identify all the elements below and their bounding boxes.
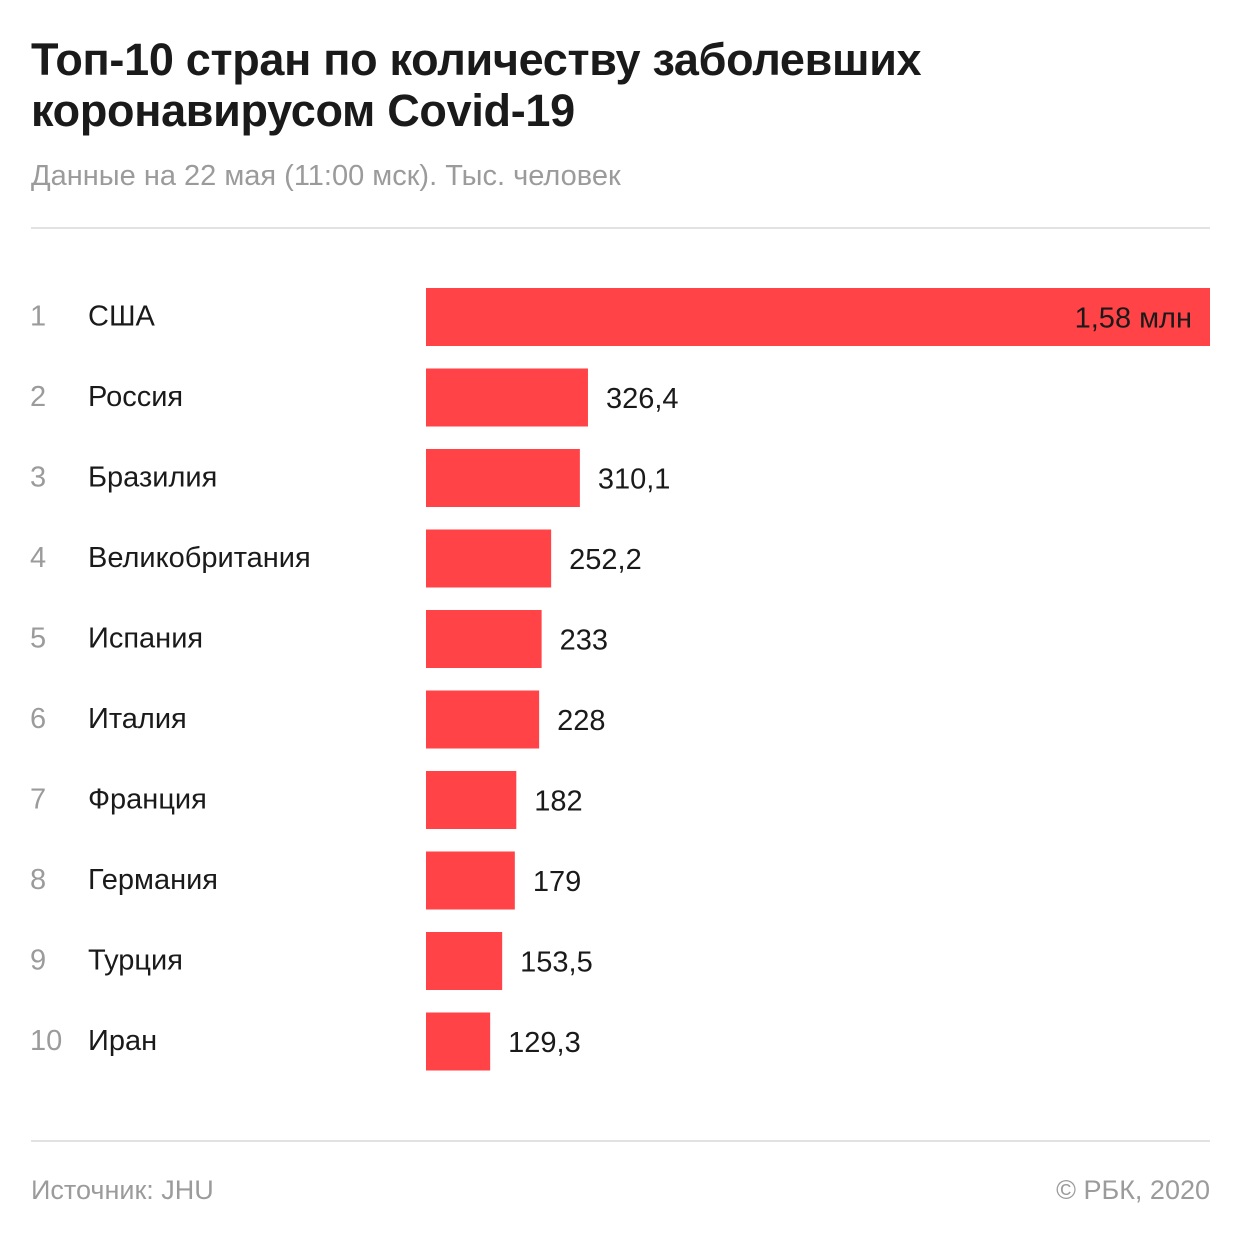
- country-label: Россия: [88, 381, 183, 413]
- rank-label: 3: [30, 462, 46, 494]
- value-label: 182: [534, 786, 582, 818]
- bar: [426, 932, 503, 990]
- source-label: Источник: JHU: [31, 1175, 214, 1205]
- country-label: Бразилия: [88, 462, 217, 494]
- bar: [426, 449, 580, 507]
- rank-label: 6: [30, 703, 46, 735]
- country-label: Франция: [88, 784, 207, 816]
- country-label: США: [88, 301, 156, 333]
- bar: [426, 288, 1210, 346]
- chart-title-line-2: коронавирусом Covid-19: [31, 85, 575, 136]
- bar: [426, 690, 540, 749]
- bottom-divider: [31, 1140, 1210, 1142]
- copyright-label: © РБК, 2020: [1056, 1175, 1210, 1205]
- value-label: 252,2: [569, 544, 642, 576]
- country-label: Италия: [88, 703, 187, 735]
- value-label: 310,1: [598, 464, 671, 496]
- value-label: 233: [560, 625, 608, 657]
- country-label: Великобритания: [88, 542, 311, 574]
- country-label: Германия: [88, 864, 218, 896]
- bar: [426, 529, 552, 588]
- value-label: 326,4: [606, 383, 679, 415]
- value-label: 179: [533, 866, 581, 898]
- rank-label: 2: [30, 381, 46, 413]
- chart-subtitle: Данные на 22 мая (11:00 мск). Тыс. челов…: [31, 160, 621, 192]
- rank-label: 4: [30, 542, 46, 574]
- chart-title: Топ-10 стран по количеству заболевших ко…: [31, 34, 1211, 136]
- chart-title-line-1: Топ-10 стран по количеству заболевших: [31, 34, 922, 85]
- bar: [426, 368, 588, 427]
- country-label: Иран: [88, 1025, 157, 1057]
- bar: [426, 610, 542, 668]
- rank-label: 9: [30, 945, 46, 977]
- bar: [426, 851, 515, 910]
- bar: [426, 771, 517, 829]
- country-label: Турция: [88, 945, 183, 977]
- rank-label: 5: [30, 623, 46, 655]
- country-label: Испания: [88, 623, 203, 655]
- bar: [426, 1012, 491, 1071]
- rank-label: 8: [30, 864, 46, 896]
- rank-label: 7: [30, 784, 46, 816]
- top-divider: [31, 227, 1210, 229]
- value-label: 129,3: [508, 1027, 581, 1059]
- value-label: 228: [557, 705, 605, 737]
- value-label: 153,5: [520, 947, 593, 979]
- rank-label: 1: [30, 301, 46, 333]
- rank-label: 10: [30, 1025, 62, 1057]
- bar-chart: 1 США 1,58 млн 2 Россия 326,4 3 Бразилия 310,1 4 В…: [30, 288, 1210, 1071]
- value-label: 1,58 млн: [1075, 303, 1192, 335]
